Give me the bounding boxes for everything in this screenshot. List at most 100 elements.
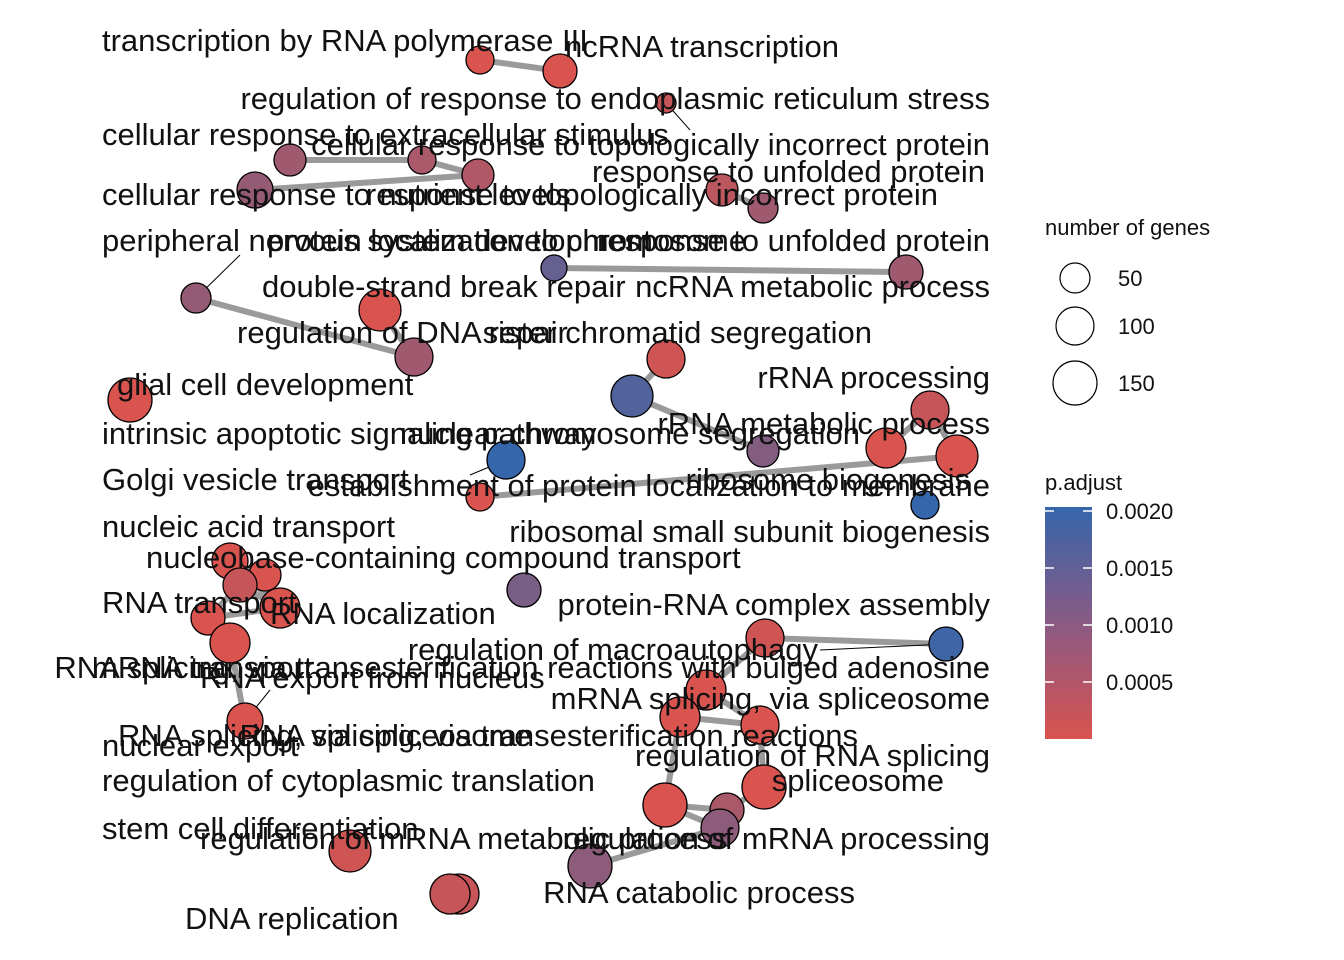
node-31[interactable] xyxy=(685,669,727,711)
node-label-0: transcription by RNA polymerase III xyxy=(102,23,588,58)
node-label-40: stem cell differentiation xyxy=(102,811,418,846)
node-27[interactable] xyxy=(506,572,542,608)
node-32[interactable] xyxy=(209,622,251,664)
size-legend-circle-100 xyxy=(1055,306,1095,346)
node-38[interactable] xyxy=(642,782,688,828)
node-label-32: RNA export from nucleus xyxy=(200,660,545,695)
node-3[interactable] xyxy=(273,143,307,177)
node-34[interactable] xyxy=(659,696,701,738)
node-label-24: nucleic acid transport xyxy=(102,509,395,544)
size-legend-circle-50 xyxy=(1059,262,1091,294)
node-2[interactable] xyxy=(655,92,677,114)
node-14[interactable] xyxy=(646,339,686,379)
node-label-43: RNA catabolic process xyxy=(543,875,855,910)
node-label-9: protein localization to chromosome xyxy=(267,223,746,258)
node-label-22: establishment of protein localization to… xyxy=(308,468,990,503)
edge-31 xyxy=(764,635,947,647)
node-label-33: RNA splicing, via transesterification re… xyxy=(54,650,990,685)
node-8[interactable] xyxy=(180,282,212,314)
edge-5 xyxy=(195,295,415,360)
node-7[interactable] xyxy=(705,173,739,207)
color-legend-bar xyxy=(1045,507,1092,739)
node-label-41: regulation of mRNA metabolic process xyxy=(200,821,727,856)
node-15[interactable] xyxy=(910,390,950,430)
node-40[interactable] xyxy=(328,829,372,873)
node-label-12: ncRNA metabolic process xyxy=(635,269,990,304)
node-28[interactable] xyxy=(259,587,301,629)
color-tick-2: 0.0010 xyxy=(1106,613,1173,638)
node-19[interactable] xyxy=(746,434,780,468)
node-label-8: peripheral nervous system development xyxy=(102,223,652,258)
color-tick-3: 0.0005 xyxy=(1106,670,1173,695)
node-5[interactable] xyxy=(461,158,495,192)
node-label-28: RNA localization xyxy=(270,596,496,631)
size-legend-circle-150 xyxy=(1052,360,1098,406)
nodes-layer xyxy=(107,45,979,915)
node-4[interactable] xyxy=(407,145,437,175)
node-label-38: regulation of cytoplasmic translation xyxy=(102,763,595,798)
node-29[interactable] xyxy=(190,600,226,636)
edge-6 xyxy=(553,265,907,275)
node-label-29: mRNA transport xyxy=(92,650,313,685)
edge-3 xyxy=(254,172,479,193)
node-23[interactable] xyxy=(910,490,940,520)
node-label-15: rRNA processing xyxy=(757,360,990,395)
node-20[interactable] xyxy=(486,440,526,480)
node-label-11: double-strand break repair xyxy=(262,269,626,304)
node-label-18: intrinsic apoptotic signaling pathway xyxy=(102,416,597,451)
node-label-20: Golgi vesicle transport xyxy=(102,462,409,497)
node-label-16: glial cell development xyxy=(117,367,414,402)
node-10[interactable] xyxy=(747,192,779,224)
node-label-35: RNA splicing, via transesterification re… xyxy=(239,718,858,753)
node-label-26: RNA transport xyxy=(102,585,297,620)
color-tick-1: 0.0015 xyxy=(1106,556,1173,581)
node-1[interactable] xyxy=(542,53,578,89)
node-44[interactable] xyxy=(429,873,471,915)
size-legend-label-50: 50 xyxy=(1118,266,1142,291)
node-26[interactable] xyxy=(222,567,258,603)
node-label-31: mRNA splicing, via spliceosome xyxy=(551,681,990,716)
node-label-3: cellular response to extracellular stimu… xyxy=(102,117,669,152)
node-label-39: spliceosome xyxy=(772,763,944,798)
color-legend-title: p.adjust xyxy=(1045,470,1122,495)
node-41[interactable] xyxy=(567,843,613,889)
node-30[interactable] xyxy=(745,618,785,658)
node-16[interactable] xyxy=(107,377,153,423)
node-label-14: sister chromatid segregation xyxy=(483,315,872,350)
node-label-25: nucleobase-containing compound transport xyxy=(146,540,741,575)
node-label-27: protein-RNA complex assembly xyxy=(558,587,991,622)
node-12[interactable] xyxy=(888,254,924,290)
size-legend: number of genes 50 100 150 xyxy=(1045,215,1210,406)
labels-layer: transcription by RNA polymerase IIIncRNA… xyxy=(54,23,990,936)
node-label-37: nuclear export xyxy=(102,728,299,763)
node-label-1: ncRNA transcription xyxy=(565,29,839,64)
node-13[interactable] xyxy=(394,337,434,377)
node-17[interactable] xyxy=(610,374,654,418)
node-label-10: response to unfolded protein xyxy=(597,223,990,258)
node-42[interactable] xyxy=(700,808,740,848)
label-leader-line-4 xyxy=(819,643,947,651)
color-legend: p.adjust 0.0020 0.0015 0.0010 0.0005 xyxy=(1045,470,1173,739)
node-label-21: ribosome biogenesis xyxy=(686,462,970,497)
node-label-34: RNA splicing, via spliceosome xyxy=(118,718,532,753)
node-33[interactable] xyxy=(928,626,964,662)
node-label-5: response to unfolded protein xyxy=(592,154,985,189)
node-18[interactable] xyxy=(865,427,907,469)
node-36[interactable] xyxy=(741,764,787,810)
node-label-13: regulation of DNA repair xyxy=(237,315,568,350)
node-label-44: DNA replication xyxy=(185,901,399,936)
size-legend-label-150: 150 xyxy=(1118,371,1155,396)
color-tick-0: 0.0020 xyxy=(1106,499,1173,524)
node-9[interactable] xyxy=(540,254,568,282)
node-0[interactable] xyxy=(465,45,495,75)
node-11[interactable] xyxy=(358,288,402,332)
node-label-30: regulation of macroautophagy xyxy=(408,632,819,667)
node-6[interactable] xyxy=(236,171,274,209)
size-legend-title: number of genes xyxy=(1045,215,1210,240)
node-35[interactable] xyxy=(740,705,780,745)
node-label-23: ribosomal small subunit biogenesis xyxy=(509,514,990,549)
node-21[interactable] xyxy=(935,434,979,478)
node-37[interactable] xyxy=(226,702,264,740)
node-22[interactable] xyxy=(465,482,495,512)
